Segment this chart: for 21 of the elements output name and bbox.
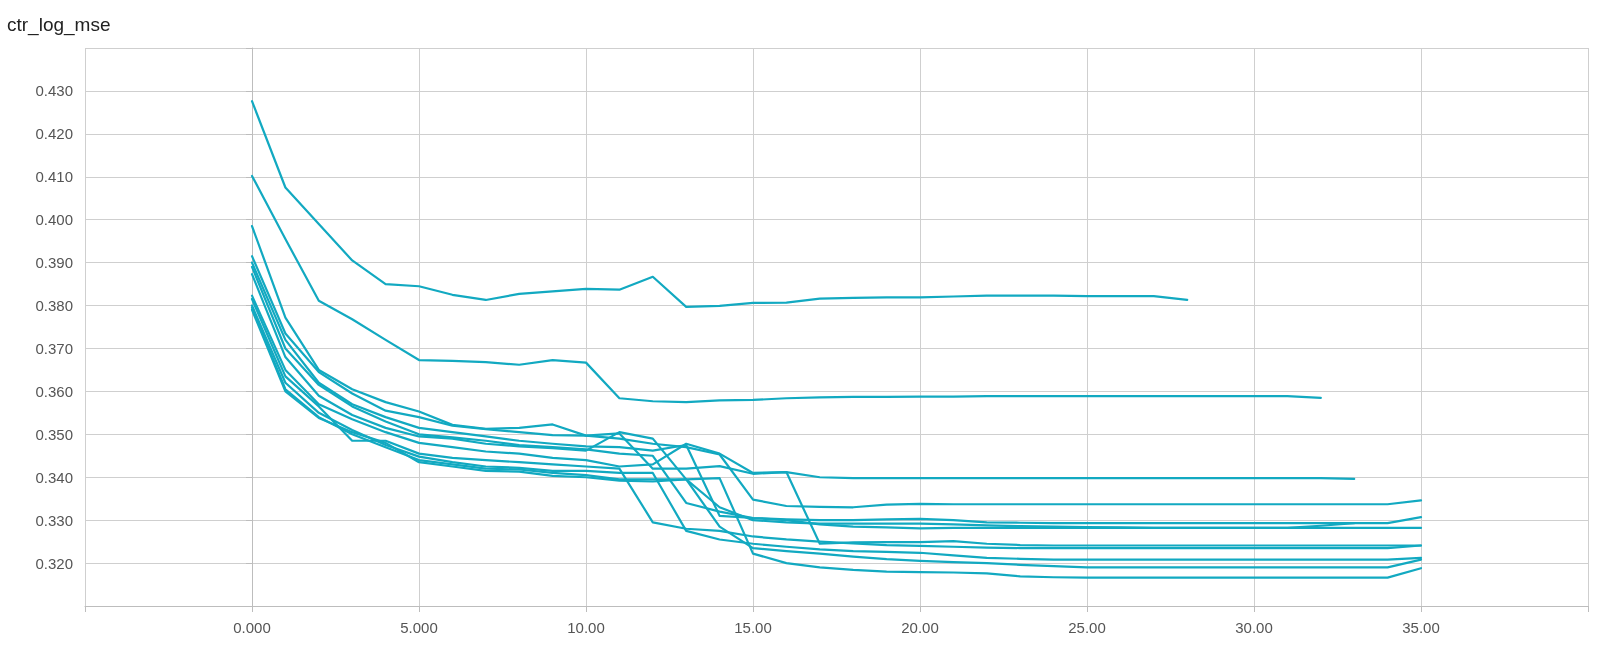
y-tick-label: 0.400 (35, 211, 73, 229)
y-tick-label: 0.330 (35, 511, 73, 529)
x-tick-label: 30.00 (1235, 619, 1273, 636)
x-tick-label: 0.000 (233, 619, 271, 636)
y-tick-label: 0.410 (35, 168, 73, 186)
chart-title: ctr_log_mse (7, 14, 111, 36)
y-tick-label: 0.340 (35, 468, 73, 486)
x-tick-label: 15.00 (734, 619, 772, 636)
y-tick-label: 0.370 (35, 339, 73, 357)
x-tick-label: 35.00 (1402, 619, 1440, 636)
y-tick-label: 0.420 (35, 125, 73, 143)
x-tick-label: 20.00 (901, 619, 939, 636)
y-tick-label: 0.380 (35, 297, 73, 315)
x-tick-label: 10.00 (567, 619, 605, 636)
y-tick-label: 0.430 (35, 82, 73, 100)
x-tick-label: 25.00 (1068, 619, 1106, 636)
y-tick-label: 0.360 (35, 382, 73, 400)
x-tick-label: 5.000 (400, 619, 438, 636)
y-tick-label: 0.350 (35, 425, 73, 443)
y-tick-label: 0.320 (35, 554, 73, 572)
y-tick-label: 0.390 (35, 254, 73, 272)
